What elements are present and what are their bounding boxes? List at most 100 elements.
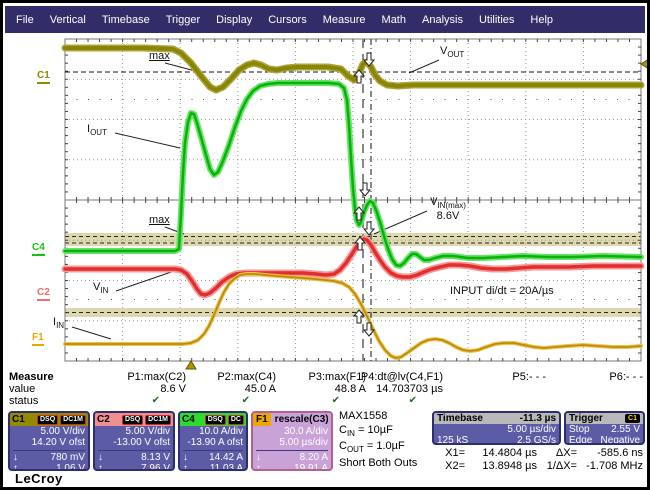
cursor-marker-up-icon[interactable] (352, 206, 366, 221)
info-line: COUT = 1.0µF (339, 440, 405, 455)
label-vout: VOUT (440, 45, 465, 60)
info-line: Short Both Outs (339, 456, 418, 469)
menu-timebase[interactable]: Timebase (101, 13, 150, 26)
trigger-level: 2.55 V (611, 424, 640, 435)
measure-table: Measure value status P1:max(C2) 8.6 V ✔ P2:… (3, 369, 647, 409)
trigger-level-marker-icon[interactable] (640, 59, 649, 69)
status-check-icon: ✔ (331, 395, 340, 406)
menu-help[interactable]: Help (530, 13, 554, 26)
invdx-label: 1/ΔX= (546, 460, 577, 472)
label-iout: IOUT (87, 123, 107, 138)
cursor-marker-down-icon[interactable] (362, 322, 376, 337)
channel-box-F1[interactable]: F1 rescale(C3) 30.0 A/div 5.00 µs/div ↓ 8.20 … (251, 411, 333, 471)
trace-IIN (64, 273, 642, 359)
trigger-source-chip: C1 (625, 414, 640, 423)
measure-col-4[interactable]: P4:dt@lv(C4,F1) 14.703703 µs ✔ (333, 371, 443, 407)
channel-box-C2[interactable]: C2 DSQ DC1M 5.00 V/div -13.00 V ofst ↓ 8.13 V ↑… (93, 411, 175, 471)
menu-file[interactable]: File (16, 13, 34, 26)
coupling-badge: DC1M (145, 414, 171, 425)
coupling-badge: DSQ (204, 414, 226, 425)
trace-IOUT (63, 81, 643, 268)
info-line: MAX1558 (339, 410, 388, 422)
status-check-icon: ✔ (241, 395, 250, 406)
menu-utilities[interactable]: Utilities (478, 13, 515, 26)
max-arrow-icon: ↑ (98, 463, 103, 471)
timebase-rate: 2.5 GS/s (517, 435, 556, 445)
annotation-text-block: MAX1558 CIN = 10µF COUT = 1.0µF Short Both … (339, 410, 417, 470)
x1-label: X1= (445, 447, 465, 459)
trigger-time-marker-icon[interactable] (185, 360, 197, 370)
dx-label: ΔX= (555, 447, 577, 459)
trace-label-F1[interactable]: F1 (32, 333, 44, 346)
label-iin: IIN (53, 316, 65, 331)
max-arrow-icon: ↑ (256, 463, 261, 471)
coupling-badge: DC (227, 414, 244, 425)
min-arrow-icon: ↓ (13, 452, 18, 463)
channel-title: rescale(C3) (274, 414, 329, 425)
timebase-title: Timebase (437, 413, 483, 424)
menu-measure[interactable]: Measure (322, 13, 366, 26)
coupling-badge: DSQ (36, 414, 59, 425)
max-arrow-icon: ↑ (13, 463, 18, 471)
x2-value: 13.8948 µs (482, 460, 537, 472)
status-check-icon (533, 395, 643, 407)
measure-col-3[interactable]: P3:max(F1) 48.8 A ✔ (256, 371, 366, 407)
menu-math[interactable]: Math (381, 13, 406, 26)
waveform-display (61, 38, 649, 370)
measure-col-2[interactable]: P2:max(C4) 45.0 A ✔ (166, 371, 276, 407)
invdx-value: -1.708 MHz (586, 460, 643, 472)
status-check-icon: ✔ (408, 395, 417, 406)
dx-value: -585.6 ns (597, 447, 643, 459)
channel-id-label: C1 (12, 414, 25, 425)
measure-row-status-label: status (9, 395, 39, 407)
cursor-marker-down-icon[interactable] (358, 182, 372, 197)
trigger-type: Edge (569, 435, 593, 445)
label-vin-max: VIN(max) 8.6V (430, 196, 466, 223)
trigger-panel[interactable]: Trigger C1 Stop 2.55 V Edge Negative (564, 411, 645, 445)
menu-cursors[interactable]: Cursors (268, 13, 307, 26)
trace-VOUT (63, 46, 643, 92)
label-max-top: max (149, 50, 170, 62)
timebase-panel[interactable]: Timebase -11.3 µs 5.00 µs/div 125 kS 2.5… (432, 411, 561, 445)
trigger-title: Trigger (569, 413, 603, 424)
status-check-icon: ✔ (151, 395, 160, 406)
cursor-marker-up-icon[interactable] (352, 69, 366, 84)
trace-label-C4[interactable]: C4 (32, 243, 45, 256)
trigger-mode: Stop (569, 424, 590, 435)
label-input-didt: INPUT di/dt = 20A/µs (450, 285, 554, 297)
trigger-slope: Negative (600, 435, 640, 445)
measure-col-1[interactable]: P1:max(C2) 8.6 V ✔ (76, 371, 186, 407)
coupling-badge: DSQ (121, 414, 144, 425)
measure-title: Measure (9, 371, 54, 383)
menu-trigger[interactable]: Trigger (165, 13, 201, 26)
timebase-samples: 125 kS (437, 435, 469, 445)
cursor-marker-up-icon[interactable] (352, 309, 366, 324)
min-arrow-icon: ↓ (256, 452, 261, 463)
timebase-offset: -11.3 µs (519, 413, 556, 424)
min-arrow-icon: ↓ (98, 452, 103, 463)
channel-id-label: C2 (97, 414, 110, 425)
menu-analysis[interactable]: Analysis (422, 13, 463, 26)
min-arrow-icon: ↓ (183, 452, 188, 463)
lecroy-logo: LeCroy (15, 471, 66, 487)
channel-box-C1[interactable]: C1 DSQ DC1M 5.00 V/div 14.20 V ofst ↓ 780 mV ↑ 1… (8, 411, 90, 471)
trace-label-C2[interactable]: C2 (37, 288, 50, 301)
cursor-marker-up-icon[interactable] (353, 236, 367, 251)
cursor-readout: X1= 14.4804 µs ΔX= -585.6 ns X2= 13.8948… (433, 447, 645, 473)
x2-label: X2= (445, 460, 465, 472)
channel-id-label: F1 (253, 413, 271, 426)
menu-bar: File Vertical Timebase Trigger Display Cursor… (5, 6, 645, 33)
cursor-marker-down-icon[interactable] (362, 52, 376, 67)
measure-col-5[interactable]: P5:- - - (436, 371, 546, 407)
label-max-bottom: max (149, 214, 170, 226)
info-line: CIN = 10µF (339, 423, 393, 438)
menu-vertical[interactable]: Vertical (49, 13, 86, 26)
trace-label-C1[interactable]: C1 (37, 71, 50, 84)
max-arrow-icon: ↑ (183, 463, 188, 471)
channel-box-C4[interactable]: C4 DSQ DC 10.0 A/div -13.90 A ofst ↓ 14.42 A ↑ 1… (178, 411, 248, 471)
menu-display[interactable]: Display (216, 13, 253, 26)
cursor-marker-down-icon[interactable] (362, 221, 376, 236)
channel-id-label: C4 (182, 414, 195, 425)
measure-col-6[interactable]: P6:- - - (533, 371, 643, 407)
